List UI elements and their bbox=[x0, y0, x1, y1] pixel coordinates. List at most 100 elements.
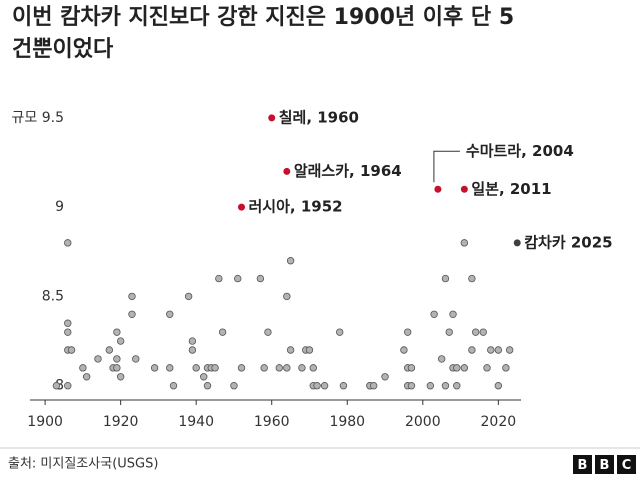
highlight-label: 수마트라, 2004 bbox=[466, 142, 574, 160]
point bbox=[64, 382, 72, 390]
point bbox=[82, 373, 91, 381]
highlight-label: 칠레, 1960 bbox=[279, 108, 359, 126]
point bbox=[426, 382, 435, 390]
point bbox=[502, 364, 510, 372]
point bbox=[192, 364, 200, 372]
point bbox=[309, 364, 317, 372]
point bbox=[313, 382, 321, 390]
highlight-point bbox=[434, 185, 442, 193]
highlight-point bbox=[238, 203, 246, 211]
point bbox=[468, 274, 476, 283]
highlight-label: 일본, 2011 bbox=[471, 180, 551, 198]
point bbox=[441, 274, 450, 283]
point bbox=[132, 355, 140, 363]
highlight-point bbox=[268, 114, 276, 122]
point bbox=[230, 382, 238, 390]
point bbox=[370, 382, 378, 390]
point bbox=[471, 328, 480, 336]
point bbox=[305, 346, 314, 354]
logo-box bbox=[573, 455, 592, 474]
point bbox=[237, 364, 246, 372]
point bbox=[400, 346, 408, 354]
logo-box bbox=[595, 455, 614, 474]
point bbox=[166, 310, 174, 318]
point bbox=[211, 364, 219, 372]
point bbox=[169, 382, 178, 390]
point bbox=[260, 364, 268, 372]
highlight-label: 알래스카, 1964 bbox=[294, 162, 402, 180]
point bbox=[203, 382, 212, 390]
point bbox=[407, 364, 416, 372]
point bbox=[116, 337, 125, 345]
point bbox=[67, 346, 76, 354]
logo-box bbox=[617, 455, 636, 474]
point bbox=[494, 346, 503, 354]
x-tick-label: 1900 bbox=[27, 414, 63, 430]
x-tick-label: 1980 bbox=[329, 414, 365, 430]
point bbox=[150, 364, 159, 372]
point bbox=[430, 310, 438, 318]
point bbox=[468, 346, 476, 354]
point bbox=[64, 319, 72, 327]
point bbox=[166, 364, 174, 372]
x-tick-label: 2020 bbox=[481, 414, 517, 430]
leader-line bbox=[433, 150, 460, 183]
point bbox=[453, 364, 461, 372]
point bbox=[275, 364, 283, 372]
point bbox=[298, 364, 306, 372]
chart-title: 이번 캄차카 지진보다 강한 지진은 1900년 이후 단 5 건뿐이었다 bbox=[12, 5, 514, 62]
point bbox=[283, 364, 291, 372]
point bbox=[200, 373, 208, 381]
point bbox=[487, 346, 495, 354]
point bbox=[460, 364, 469, 372]
point bbox=[494, 382, 503, 390]
point bbox=[445, 328, 453, 336]
x-tick-label: 1940 bbox=[178, 414, 214, 430]
point bbox=[286, 257, 295, 265]
point bbox=[407, 382, 416, 390]
point bbox=[437, 355, 446, 363]
y-tick-label: 9 bbox=[55, 199, 64, 215]
highlight-label: 러시아, 1952 bbox=[249, 198, 343, 216]
point bbox=[79, 364, 87, 372]
point bbox=[286, 346, 295, 354]
point bbox=[184, 292, 193, 301]
point bbox=[113, 355, 121, 363]
point bbox=[105, 346, 114, 354]
point bbox=[113, 364, 121, 372]
point bbox=[218, 328, 227, 336]
point bbox=[441, 382, 450, 390]
point bbox=[336, 328, 344, 336]
point bbox=[483, 364, 491, 372]
point bbox=[283, 292, 291, 301]
point bbox=[264, 328, 272, 336]
point bbox=[128, 310, 136, 318]
point bbox=[234, 274, 242, 283]
x-tick-label: 1920 bbox=[103, 414, 139, 430]
highlight-label: 캄차카 2025 bbox=[524, 233, 612, 251]
point bbox=[116, 373, 125, 381]
point bbox=[479, 328, 487, 336]
point bbox=[128, 292, 136, 301]
point bbox=[64, 239, 72, 247]
point bbox=[403, 328, 412, 336]
point bbox=[113, 328, 121, 336]
y-tick-label: 규모 9.5 bbox=[12, 110, 64, 126]
highlight-point bbox=[460, 185, 468, 193]
highlight-point bbox=[283, 167, 291, 175]
highlight-point bbox=[513, 239, 521, 247]
point bbox=[188, 346, 197, 354]
point bbox=[460, 239, 469, 247]
source: 출처: 미지질조사국(USGS) bbox=[8, 457, 158, 472]
point bbox=[188, 337, 197, 345]
point bbox=[215, 274, 223, 283]
x-tick-label: 2000 bbox=[405, 414, 441, 430]
point bbox=[505, 346, 514, 354]
point bbox=[64, 328, 72, 336]
point bbox=[453, 382, 461, 390]
point bbox=[94, 355, 102, 363]
point bbox=[381, 373, 389, 381]
point bbox=[52, 382, 61, 390]
y-tick-label: 8.5 bbox=[42, 288, 64, 304]
logo-letter: B bbox=[578, 458, 588, 473]
